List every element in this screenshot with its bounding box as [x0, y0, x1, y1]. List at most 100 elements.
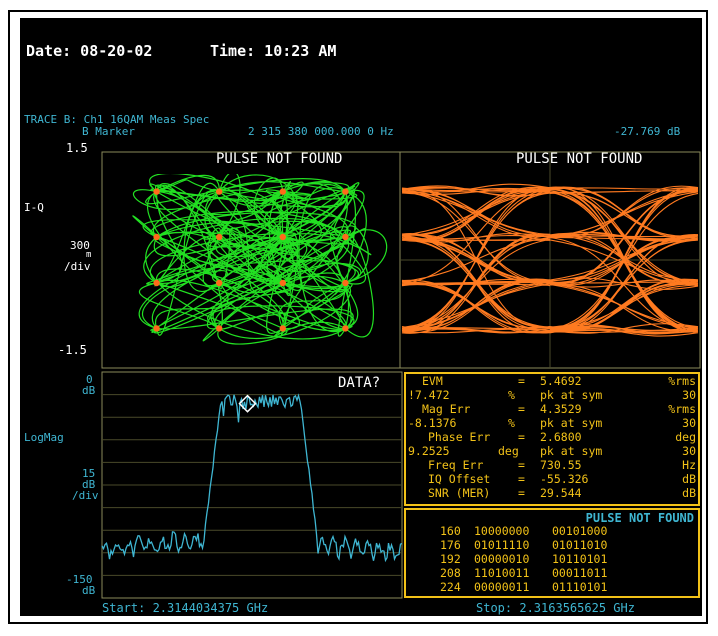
metrics-row: Phase Err = 2.6800 deg	[408, 430, 698, 445]
spectrum-format-label: LogMag	[24, 431, 64, 444]
symbol-row: 192 00000010 10110101	[406, 552, 698, 567]
date-label: Date: 08-20-02	[26, 42, 153, 60]
symbol-bits-a: 00000011	[474, 580, 530, 594]
iq-top-tick: 1.5	[66, 141, 88, 155]
symbol-row: 208 11010011 00011011	[406, 566, 698, 581]
symbol-index: 160	[440, 524, 461, 538]
symbol-bits-a: 01011110	[474, 538, 530, 552]
symbol-row: 176 01011110 01011010	[406, 538, 698, 553]
symbol-row: 224 00000011 01110101	[406, 580, 698, 595]
metric-label: !7.472	[408, 388, 450, 402]
metric-value: 5.4692	[540, 374, 582, 388]
spectrum-status: DATA?	[338, 375, 381, 391]
metric-label: SNR (MER)	[428, 486, 491, 500]
metric-unit: 30	[682, 388, 696, 402]
metric-value: pk at sym	[540, 388, 603, 402]
constellation-status: PULSE NOT FOUND	[216, 151, 343, 167]
metric-eq: =	[518, 402, 525, 416]
metric-label: Phase Err	[428, 430, 491, 444]
constellation-point	[216, 233, 223, 241]
spectrum-bottom-unit: dB	[82, 584, 96, 597]
eye-trace	[401, 183, 699, 337]
constellation-point	[153, 188, 160, 195]
metric-eq: =	[518, 486, 525, 500]
symbol-bits-b: 01110101	[552, 580, 608, 594]
constellation-point	[216, 325, 223, 332]
spectrum-top-tick: 0	[86, 373, 93, 386]
symbol-index: 192	[440, 552, 461, 566]
metrics-row: 9.2525 deg pk at sym 30	[408, 444, 698, 459]
constellation-point	[342, 279, 349, 287]
metric-unit: Hz	[682, 458, 696, 472]
metric-label: Freq Err	[428, 458, 484, 472]
metric-eq: =	[518, 472, 525, 486]
symbol-index: 176	[440, 538, 461, 552]
metric-value: pk at sym	[540, 444, 603, 458]
metric-unit: deg	[675, 430, 696, 444]
constellation-point	[153, 325, 160, 332]
start-frequency: Start: 2.3144034375 GHz	[102, 601, 269, 615]
metric-label: EVM	[422, 374, 443, 388]
metric-unit: 30	[682, 416, 696, 430]
metric-label: 9.2525	[408, 444, 450, 458]
metrics-row: Mag Err = 4.3529 %rms	[408, 402, 698, 417]
constellation-point	[216, 188, 223, 195]
metric-unit: dB	[682, 472, 696, 486]
constellation-point	[279, 279, 286, 287]
symbol-bits-b: 01011010	[552, 538, 608, 552]
metric-unit: dB	[682, 486, 696, 500]
constellation-point	[153, 279, 160, 287]
metric-eq: =	[518, 430, 525, 444]
symbol-bits-a: 10000000	[474, 524, 530, 538]
metrics-row: !7.472 % pk at sym 30	[408, 388, 698, 403]
metrics-table: EVM = 5.4692 %rms !7.472 % pk at sym 30 …	[404, 372, 700, 506]
metric-eq: %	[508, 388, 515, 402]
symbol-bits-b: 10110101	[552, 552, 608, 566]
metric-label: IQ Offset	[428, 472, 491, 486]
stop-frequency: Stop: 2.3163565625 GHz	[476, 601, 635, 615]
metric-eq: =	[518, 458, 525, 472]
constellation-point	[279, 188, 286, 195]
metric-unit: %rms	[668, 374, 696, 388]
trace-title: TRACE B: Ch1 16QAM Meas Spec	[24, 113, 210, 126]
constellation-point	[342, 233, 349, 241]
metrics-row: EVM = 5.4692 %rms	[408, 374, 698, 389]
metric-value: 730.55	[540, 458, 582, 472]
symbol-bits-a: 11010011	[474, 566, 530, 580]
symbol-table-status: PULSE NOT FOUND	[585, 511, 694, 525]
metrics-row: SNR (MER) = 29.544 dB	[408, 486, 698, 501]
spectrum-bottom-tick: -150	[66, 573, 93, 586]
metric-unit: 30	[682, 444, 696, 458]
metrics-row: -8.1376 % pk at sym 30	[408, 416, 698, 431]
iq-scale-div: /div	[64, 260, 91, 273]
constellation-point	[279, 233, 286, 241]
metric-value: -55.326	[540, 472, 589, 486]
metric-label: -8.1376	[408, 416, 457, 430]
metric-value: 4.3529	[540, 402, 582, 416]
metrics-row: Freq Err = 730.55 Hz	[408, 458, 698, 473]
spectrum-scale-div: /div	[72, 489, 99, 502]
time-label: Time: 10:23 AM	[210, 42, 337, 60]
constellation-trace	[132, 174, 388, 345]
eye-status: PULSE NOT FOUND	[516, 151, 643, 167]
metric-value: 29.544	[540, 486, 582, 500]
iq-bottom-tick: -1.5	[58, 343, 87, 357]
metric-label: Mag Err	[422, 402, 471, 416]
symbol-bits-a: 00000010	[474, 552, 530, 566]
metric-value: 2.6800	[540, 430, 582, 444]
marker-label: B Marker	[82, 125, 135, 138]
spectrum-scale-value: 15	[82, 467, 96, 480]
iq-axis-label: I-Q	[24, 201, 44, 214]
metric-unit: %rms	[668, 402, 696, 416]
constellation-point	[153, 233, 160, 241]
metric-eq: deg	[498, 444, 519, 458]
metrics-row: IQ Offset = -55.326 dB	[408, 472, 698, 487]
marker-frequency: 2 315 380 000.000 0 Hz	[248, 125, 394, 138]
marker-level: -27.769 dB	[614, 125, 681, 138]
analyzer-screen: Date: 08-20-02 Time: 10:23 AM TRACE B: C…	[20, 18, 702, 616]
symbol-bits-b: 00011011	[552, 566, 608, 580]
spectrum-scale-unit: dB	[82, 478, 96, 491]
symbol-index: 224	[440, 580, 461, 594]
metric-value: pk at sym	[540, 416, 603, 430]
symbol-row: 160 10000000 00101000	[406, 524, 698, 539]
